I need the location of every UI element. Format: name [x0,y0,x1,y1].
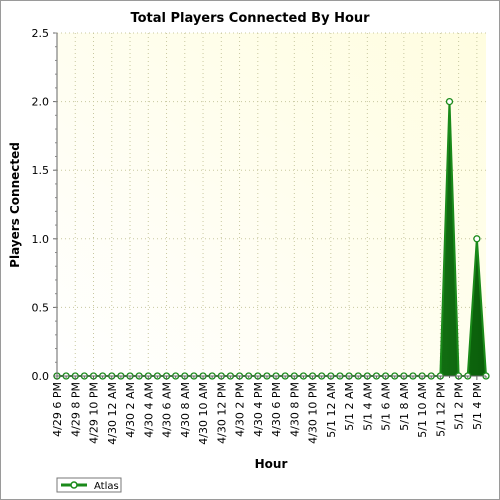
data-point [445,97,454,106]
x-tick-label: 4/30 2 AM [124,382,137,438]
x-tick-label: 4/30 10 AM [197,382,210,445]
chart-title: Total Players Connected By Hour [130,11,370,26]
plot-area [57,33,486,376]
legend: Atlas [56,477,122,493]
x-tick-label: 5/1 12 PM [434,382,447,437]
y-tick-label: 2.5 [32,27,50,40]
y-tick-label: 0.0 [32,370,50,383]
x-tick-label: 4/30 8 AM [179,382,192,438]
x-tick-label: 5/1 4 AM [361,382,374,431]
legend-swatch-marker [70,481,78,489]
data-point [473,235,481,243]
x-tick-label: 4/30 4 AM [142,382,155,438]
x-tick-label: 4/30 10 PM [307,382,320,444]
x-tick-label: 5/1 8 AM [398,382,411,431]
x-tick-label: 4/30 2 PM [234,382,247,437]
x-tick-label: 4/30 8 PM [288,382,301,437]
x-tick-label: 5/1 2 AM [343,382,356,431]
x-tick-label: 4/30 12 AM [106,382,119,445]
y-axis-ticks: 0.0 0.5 1.0 1.5 2.0 2.5 [32,27,57,383]
x-axis-ticks: 4/29 6 PM 4/29 8 PM 4/29 10 PM 4/30 12 AM 4/… [51,376,487,445]
y-axis-label: Players Connected [8,142,22,268]
series-area-atlas [57,101,486,376]
x-tick-label: 5/1 2 PM [453,382,466,430]
y-tick-label: 1.0 [32,233,50,246]
x-tick-label: 4/29 10 PM [88,382,101,444]
y-tick-label: 0.5 [32,301,50,314]
x-tick-label: 5/1 12 AM [325,382,338,438]
x-tick-label: 4/30 12 PM [215,382,228,444]
x-tick-label: 5/1 4 PM [471,382,484,430]
x-tick-label: 4/30 6 AM [161,382,174,438]
x-tick-label: 5/1 6 AM [380,382,393,431]
x-axis-label: Hour [255,457,288,471]
x-tick-label: 4/29 8 PM [69,382,82,437]
legend-item-atlas: Atlas [94,481,119,492]
y-tick-label: 1.5 [32,164,50,177]
x-tick-label: 4/30 4 PM [252,382,265,437]
y-tick-label: 2.0 [32,96,50,109]
x-tick-label: 5/1 10 AM [416,382,429,438]
x-tick-label: 4/29 6 PM [51,382,64,437]
x-tick-label: 4/30 6 PM [270,382,283,437]
